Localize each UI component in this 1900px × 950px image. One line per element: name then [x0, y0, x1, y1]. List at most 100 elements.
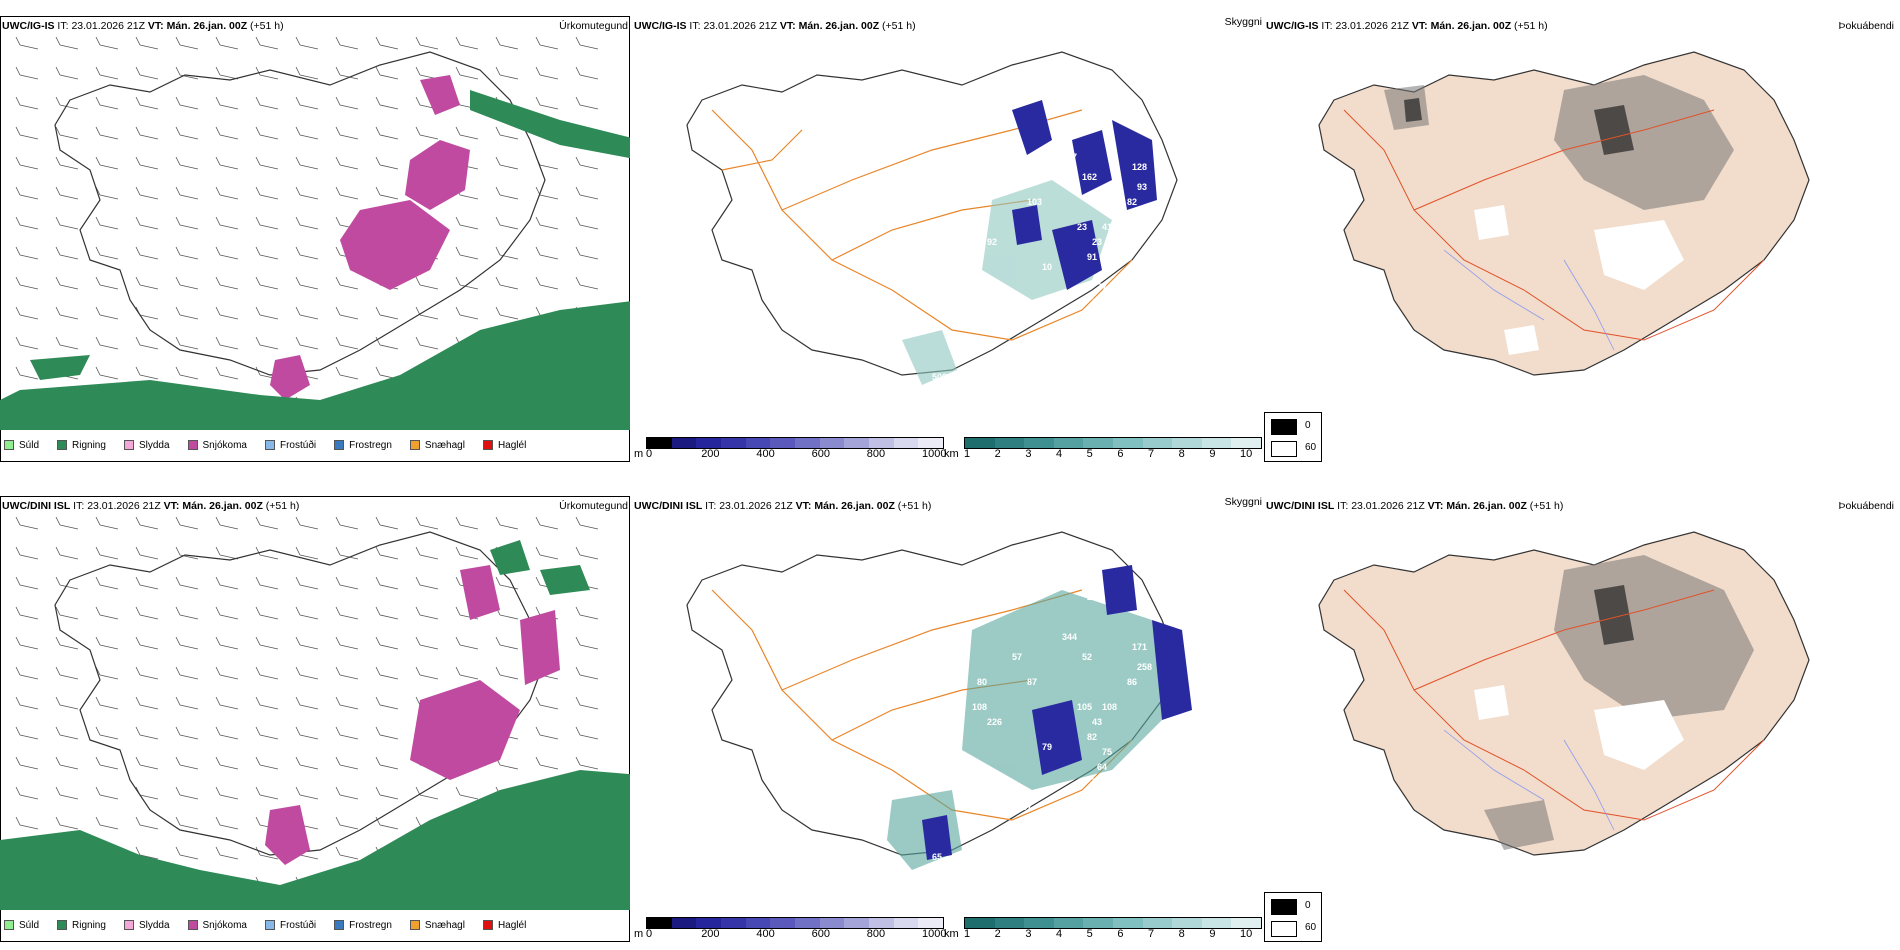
wind-barb: [375, 66, 399, 80]
panel-title: Skyggni: [1224, 16, 1262, 28]
colorbar-tick-label: 800: [866, 448, 886, 460]
wind-barb: [335, 546, 359, 560]
vt-label: VT:: [1427, 500, 1444, 512]
wind-barb: [255, 516, 279, 530]
colorbar-segment: [721, 918, 746, 928]
wind-barb: [335, 186, 359, 200]
visibility-value-label: 226: [987, 717, 1002, 727]
colorbar-tick-label: 0: [646, 928, 653, 940]
snow-areas: [265, 565, 560, 865]
colorbar-segment: [918, 438, 944, 448]
legend-swatch: [187, 920, 198, 930]
visibility-value-label: 23: [1077, 222, 1087, 232]
visibility-value-label: 87: [1022, 802, 1032, 812]
visibility-value-label: 101: [977, 197, 992, 207]
wind-barb: [495, 156, 519, 170]
wind-barb: [215, 126, 239, 140]
wind-barb: [375, 156, 399, 170]
wind-barb: [15, 216, 39, 230]
precip-legend-item: Snjókoma: [187, 440, 247, 451]
wind-barb: [415, 276, 439, 290]
visibility-value-label: 76: [972, 222, 982, 232]
wind-barb: [335, 606, 359, 620]
wind-barb: [255, 96, 279, 110]
wind-barb: [15, 606, 39, 620]
visibility-km-colorbar: [964, 917, 1262, 929]
wind-barb: [575, 276, 599, 290]
it-label: IT:: [1337, 500, 1349, 512]
colorbar-tick-label: 8: [1178, 928, 1185, 940]
it-label: IT:: [705, 500, 717, 512]
precip-legend-item: Frostregn: [334, 440, 392, 451]
wind-barb: [215, 306, 239, 320]
wind-barb: [575, 606, 599, 620]
wind-barb: [295, 306, 319, 320]
wind-barb: [415, 36, 439, 50]
colorbar-tick-label: 600: [811, 448, 830, 460]
fog-roads: [1343, 589, 1765, 821]
wind-barb: [335, 66, 359, 80]
visibility-value-label: 63: [1097, 792, 1107, 802]
legend-swatch: [334, 920, 345, 930]
wind-barb: [415, 636, 439, 650]
legend-label: Slydda: [138, 439, 170, 451]
colorbar-segment: [965, 438, 995, 448]
wind-barb: [535, 156, 559, 170]
wind-barb: [575, 96, 599, 110]
wind-barbs: [15, 36, 599, 410]
wind-barb: [335, 516, 359, 530]
legend-label: Snæhagl: [424, 439, 465, 451]
colorbar-tick-label: 600: [811, 928, 830, 940]
wind-barb: [55, 696, 79, 710]
wind-barb: [415, 546, 439, 560]
colorbar-segment: [1053, 918, 1084, 928]
visibility-value-label: 82: [1127, 197, 1137, 207]
wind-barb: [295, 276, 319, 290]
wind-barb: [55, 816, 79, 830]
wind-barb: [375, 696, 399, 710]
wind-barb: [575, 756, 599, 770]
rain-areas: [0, 540, 630, 910]
wind-barb: [175, 336, 199, 350]
panel-header: UWC/DINI ISL IT: 23.01.2026 21Z VT: Mán.…: [634, 500, 931, 512]
wind-barb: [375, 576, 399, 590]
colorbar-tick-label: 3: [1025, 928, 1032, 940]
wind-barb: [535, 756, 559, 770]
wind-barb: [215, 696, 239, 710]
wind-barb: [495, 186, 519, 200]
wind-barb: [135, 186, 159, 200]
colorbar-segment: [1231, 438, 1261, 448]
colorbar-segment: [671, 438, 697, 448]
precip-legend: Súld Rigning Slydda Snjókoma Frostúði Frostre…: [4, 916, 526, 934]
colorbar-tick-label: 1: [964, 928, 971, 940]
wind-barb: [295, 726, 319, 740]
wind-barb: [335, 156, 359, 170]
colorbar-segment: [1142, 438, 1173, 448]
colorbar-tick-label: 200: [701, 448, 720, 460]
wind-barb: [95, 636, 119, 650]
wind-barb: [135, 666, 159, 680]
wind-barb: [295, 36, 319, 50]
wind-barb: [335, 696, 359, 710]
wind-barb: [335, 636, 359, 650]
colorbar-segment: [1231, 918, 1261, 928]
colorbar-tick-label: 3: [1025, 448, 1032, 460]
glaciers: [1474, 205, 1684, 355]
wind-barb: [495, 276, 519, 290]
wind-barb: [415, 336, 439, 350]
wind-barb: [15, 126, 39, 140]
wind-barb: [95, 366, 119, 380]
colorbar-segment: [1172, 438, 1202, 448]
iceland-fog-map: [1318, 531, 1810, 856]
rivers: [1443, 249, 1615, 351]
fog-indicator-panel: UWC/IG-IS IT: 23.01.2026 21Z VT: Mán. 26…: [1264, 0, 1900, 470]
visibility-value-label: 80: [977, 677, 987, 687]
wind-barb: [55, 576, 79, 590]
colorbar-tick-label: 2: [994, 448, 1001, 460]
visibility-value-label: 70: [1092, 777, 1102, 787]
visibility-value-label: 128: [1132, 162, 1147, 172]
wind-barb: [255, 546, 279, 560]
wind-barb: [215, 516, 239, 530]
wind-barb: [535, 696, 559, 710]
wind-barb: [175, 516, 199, 530]
